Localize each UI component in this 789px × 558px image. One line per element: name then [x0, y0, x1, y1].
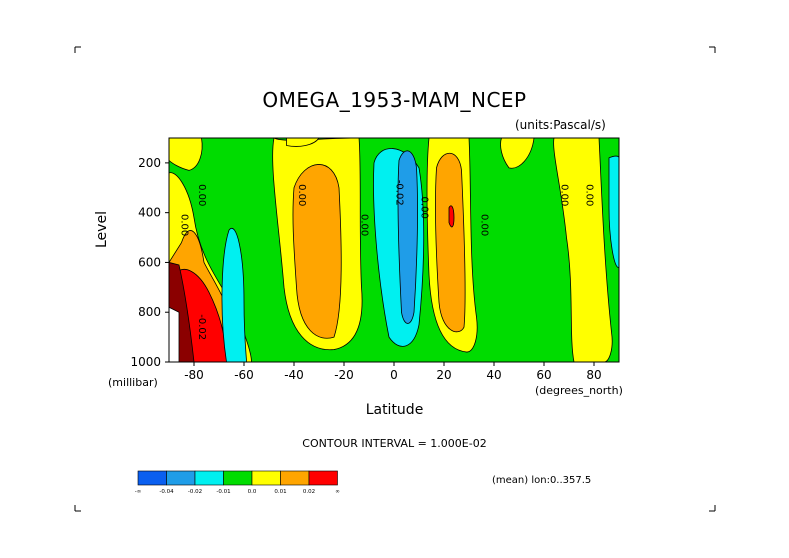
band-nh-top-yellow: [500, 137, 535, 169]
x-tick-label: 40: [486, 368, 501, 382]
units-label: (units:Pascal/s): [515, 118, 606, 132]
axes: -80 -60 -40 -20 0 20 40 60 80 200 400 600 800 1000: [130, 137, 620, 382]
contour-label: 0.00: [296, 184, 307, 206]
mean-longitude-note: (mean) lon:0..357.5: [492, 475, 592, 486]
contour-label: 0.00: [359, 214, 370, 236]
band-terrain: [168, 306, 180, 363]
colorbar-label: -∞: [135, 489, 142, 495]
chart-title: OMEGA_1953-MAM_NCEP: [262, 88, 527, 112]
x-tick-label: -60: [234, 368, 254, 382]
y-tick-label: 1000: [130, 355, 161, 369]
x-tick-label: 20: [436, 368, 451, 382]
colorbar-swatch: [251, 470, 281, 486]
band-equator-blue: [397, 150, 418, 324]
colorbar-label: -0.01: [216, 489, 230, 495]
y-tick-label: 400: [138, 206, 161, 220]
y-tick-label: 600: [138, 255, 161, 269]
colorbar-swatch: [223, 470, 253, 486]
colorbar-label: 0.02: [303, 489, 315, 495]
y-tick-label: 200: [138, 156, 161, 170]
contour-label: 0.00: [559, 184, 570, 206]
contour-label: 0.00: [419, 197, 430, 219]
colorbar-label: -0.04: [159, 489, 174, 495]
contour-label: 0.00: [584, 184, 595, 206]
colorbar-swatch: [280, 470, 310, 486]
x-tick-label: -80: [184, 368, 204, 382]
contour-label: 0.00: [179, 214, 190, 236]
colorbar-swatch: [194, 470, 224, 486]
band-midsouth-orange: [292, 164, 342, 339]
y-axis-unit: (millibar): [108, 376, 158, 389]
colorbar-label: ∞: [335, 489, 340, 495]
colorbar-label: 0.01: [274, 489, 286, 495]
x-tick-label: 0: [390, 368, 398, 382]
contour-label: -0.02: [394, 180, 405, 206]
x-axis-label: Latitude: [365, 402, 424, 418]
colorbar-swatch: [137, 470, 167, 486]
band-south-cyan: [221, 227, 247, 363]
x-axis-unit: (degrees_north): [535, 384, 623, 397]
x-tick-label: 80: [586, 368, 601, 382]
colorbar-swatch: [308, 470, 338, 486]
crop-marks: [74, 46, 716, 512]
band-nh-orange: [435, 152, 466, 333]
contour-label: 0.00: [196, 184, 207, 206]
band-nh-red: [448, 205, 455, 228]
colorbar-swatch: [166, 470, 196, 486]
band-south-top-yellow: [168, 137, 203, 171]
contour-labels: 0.00 0.00 -0.02 0.00 0.00 -0.02 0.00 0.00 0.00 0.…: [179, 180, 595, 340]
x-tick-label: -40: [284, 368, 304, 382]
contour-field: [168, 137, 620, 363]
y-tick-label: 800: [138, 305, 161, 319]
x-tick-label: -20: [334, 368, 354, 382]
contour-label: 0.00: [479, 214, 490, 236]
contour-interval-note: CONTOUR INTERVAL = 1.000E-02: [302, 437, 487, 450]
colorbar-label: -0.02: [188, 489, 202, 495]
contour-label: -0.02: [196, 314, 207, 340]
colorbar-label: 0.0: [248, 489, 257, 495]
colorbar: -∞ -0.04 -0.02 -0.01 0.0 0.01 0.02 ∞: [135, 470, 340, 495]
x-tick-label: 60: [536, 368, 551, 382]
